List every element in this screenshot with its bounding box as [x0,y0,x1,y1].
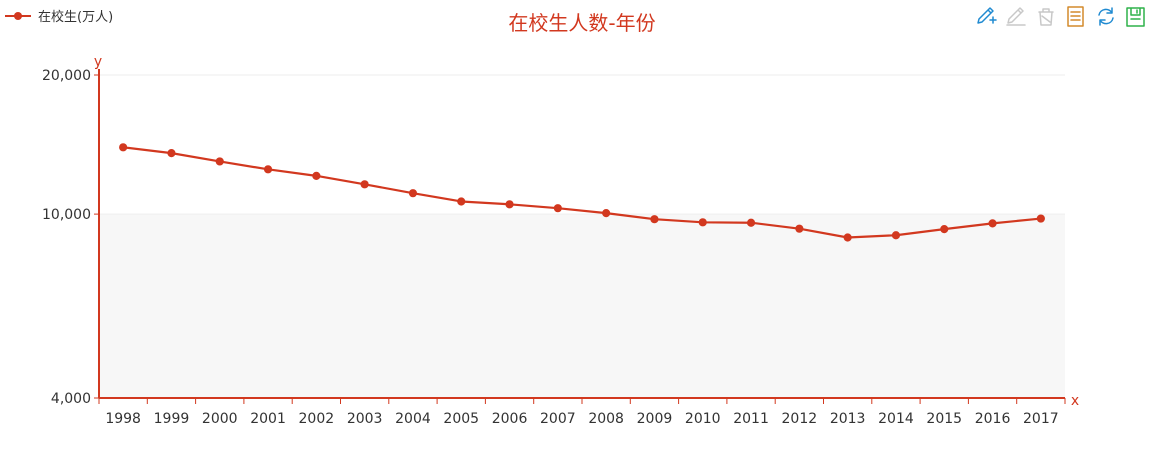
series-line [123,146,1041,239]
data-view-icon[interactable] [1067,6,1084,27]
clear-mark-icon[interactable] [1038,8,1054,26]
x-tick-label: 2000 [202,411,238,427]
series [119,143,1045,242]
data-point[interactable] [263,165,273,174]
data-point[interactable] [1036,214,1045,223]
data-point[interactable] [698,218,707,227]
x-tick-label: 2009 [637,411,673,427]
chart-title: 在校生人数-年份 [508,11,655,35]
x-tick-label: 2005 [443,411,479,427]
axes: 4,000 10,000 20,000 1998 1999 2000 2001 2002 200… [42,68,1066,427]
data-point[interactable] [940,225,949,234]
legend-label: 在校生(万人) [38,9,113,25]
x-tick-label: 2008 [588,411,624,427]
data-point[interactable] [167,149,176,158]
x-tick-label: 1999 [154,411,190,427]
data-point[interactable] [843,233,852,242]
data-point[interactable] [553,204,562,213]
save-image-icon[interactable] [1126,7,1145,27]
data-point[interactable] [746,218,756,227]
y-tick-label: 20,000 [42,68,91,84]
y-tick-label: 4,000 [51,391,91,407]
data-point[interactable] [312,171,321,180]
legend-dot-icon [14,12,22,20]
x-tick-label: 2006 [492,411,528,427]
x-tick-label: 2012 [782,411,818,427]
x-tick-label: 2015 [926,411,962,427]
x-tick-label: 2002 [299,411,335,427]
x-tick-label: 2017 [1023,411,1059,427]
data-point[interactable] [650,215,659,224]
x-tick-label: 2011 [733,411,769,427]
data-point[interactable] [457,197,466,206]
data-point[interactable] [891,231,901,240]
x-tick-label: 2004 [395,411,431,427]
y-axis-name: y [94,54,102,70]
data-point[interactable] [215,157,224,166]
data-point[interactable] [119,143,128,152]
undo-mark-icon[interactable] [1006,7,1026,26]
x-tick-label: 2007 [540,411,576,427]
y-tick-label: 10,000 [42,207,91,223]
plot-background [99,74,1065,399]
x-tick-label: 2014 [878,411,914,427]
mark-pen-icon[interactable] [977,7,997,24]
data-point[interactable] [602,209,611,218]
x-tick-label: 2010 [685,411,721,427]
x-tick-label: 2003 [347,411,383,427]
data-point[interactable] [988,219,997,228]
data-point[interactable] [795,224,804,233]
restore-icon[interactable] [1098,7,1114,26]
toolbox [977,6,1145,27]
x-axis-name: x [1071,393,1079,409]
x-tick-label: 2016 [975,411,1011,427]
x-tick-label: 1998 [105,411,141,427]
data-point[interactable] [408,189,418,198]
legend[interactable]: 在校生(万人) [5,9,113,25]
data-point[interactable] [360,180,369,189]
x-tick-label: 2001 [250,411,286,427]
data-point[interactable] [505,200,514,209]
x-tick-label: 2013 [830,411,866,427]
plot-band [99,214,1065,398]
